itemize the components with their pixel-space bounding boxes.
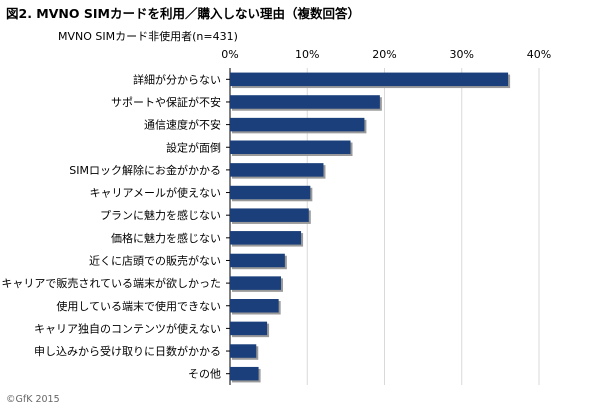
x-tick-label: 0% xyxy=(221,48,238,61)
x-tick-label: 10% xyxy=(295,48,319,61)
category-label: 使用している端末で使用できない xyxy=(56,299,221,313)
category-label: 近くに店頭での販売がない xyxy=(89,253,221,267)
category-label: 詳細が分からない xyxy=(133,72,221,86)
bar xyxy=(230,231,302,245)
bar xyxy=(230,72,509,87)
bar xyxy=(230,163,324,177)
category-label: その他 xyxy=(188,368,221,381)
category-label: 設定が面倒 xyxy=(166,140,221,154)
category-label: キャリアで販売されている端末が欲しかった xyxy=(1,276,221,290)
category-label: キャリア独自のコンテンツが使えない xyxy=(34,321,221,335)
x-tick-label: 40% xyxy=(527,48,551,61)
x-axis-ticks: 0% 10% 20% 30% 40% xyxy=(221,48,551,61)
chart-subtitle: MVNO SIMカード非使用者(n=431) xyxy=(58,30,238,43)
category-label: SIMロック解除にお金がかかる xyxy=(69,163,221,177)
bar xyxy=(230,366,259,381)
copyright-text: ©GfK 2015 xyxy=(6,394,60,405)
bar xyxy=(230,208,309,222)
gridlines xyxy=(226,68,540,385)
category-label: サポートや保証が不安 xyxy=(111,95,221,109)
bar xyxy=(230,276,281,290)
x-tick-label: 20% xyxy=(372,48,396,61)
category-label: 価格に魅力を感じない xyxy=(111,231,221,245)
bar xyxy=(230,253,285,268)
chart-title: 図2. MVNO SIMカードを利用／購入しない理由（複数回答） xyxy=(6,6,360,21)
category-label: 申し込みから受け取りに日数がかかる xyxy=(34,344,221,358)
x-tick-label: 30% xyxy=(450,48,474,61)
bar xyxy=(230,117,365,132)
bar xyxy=(230,299,279,313)
category-label: 通信速度が不安 xyxy=(144,118,221,132)
bar xyxy=(230,95,380,109)
bars xyxy=(230,72,511,383)
bar xyxy=(230,321,268,336)
bar xyxy=(230,140,351,154)
bar xyxy=(230,185,311,200)
category-label: キャリアメールが使えない xyxy=(90,186,221,200)
category-label: プランに魅力を感じない xyxy=(100,208,221,222)
bar xyxy=(230,344,257,358)
